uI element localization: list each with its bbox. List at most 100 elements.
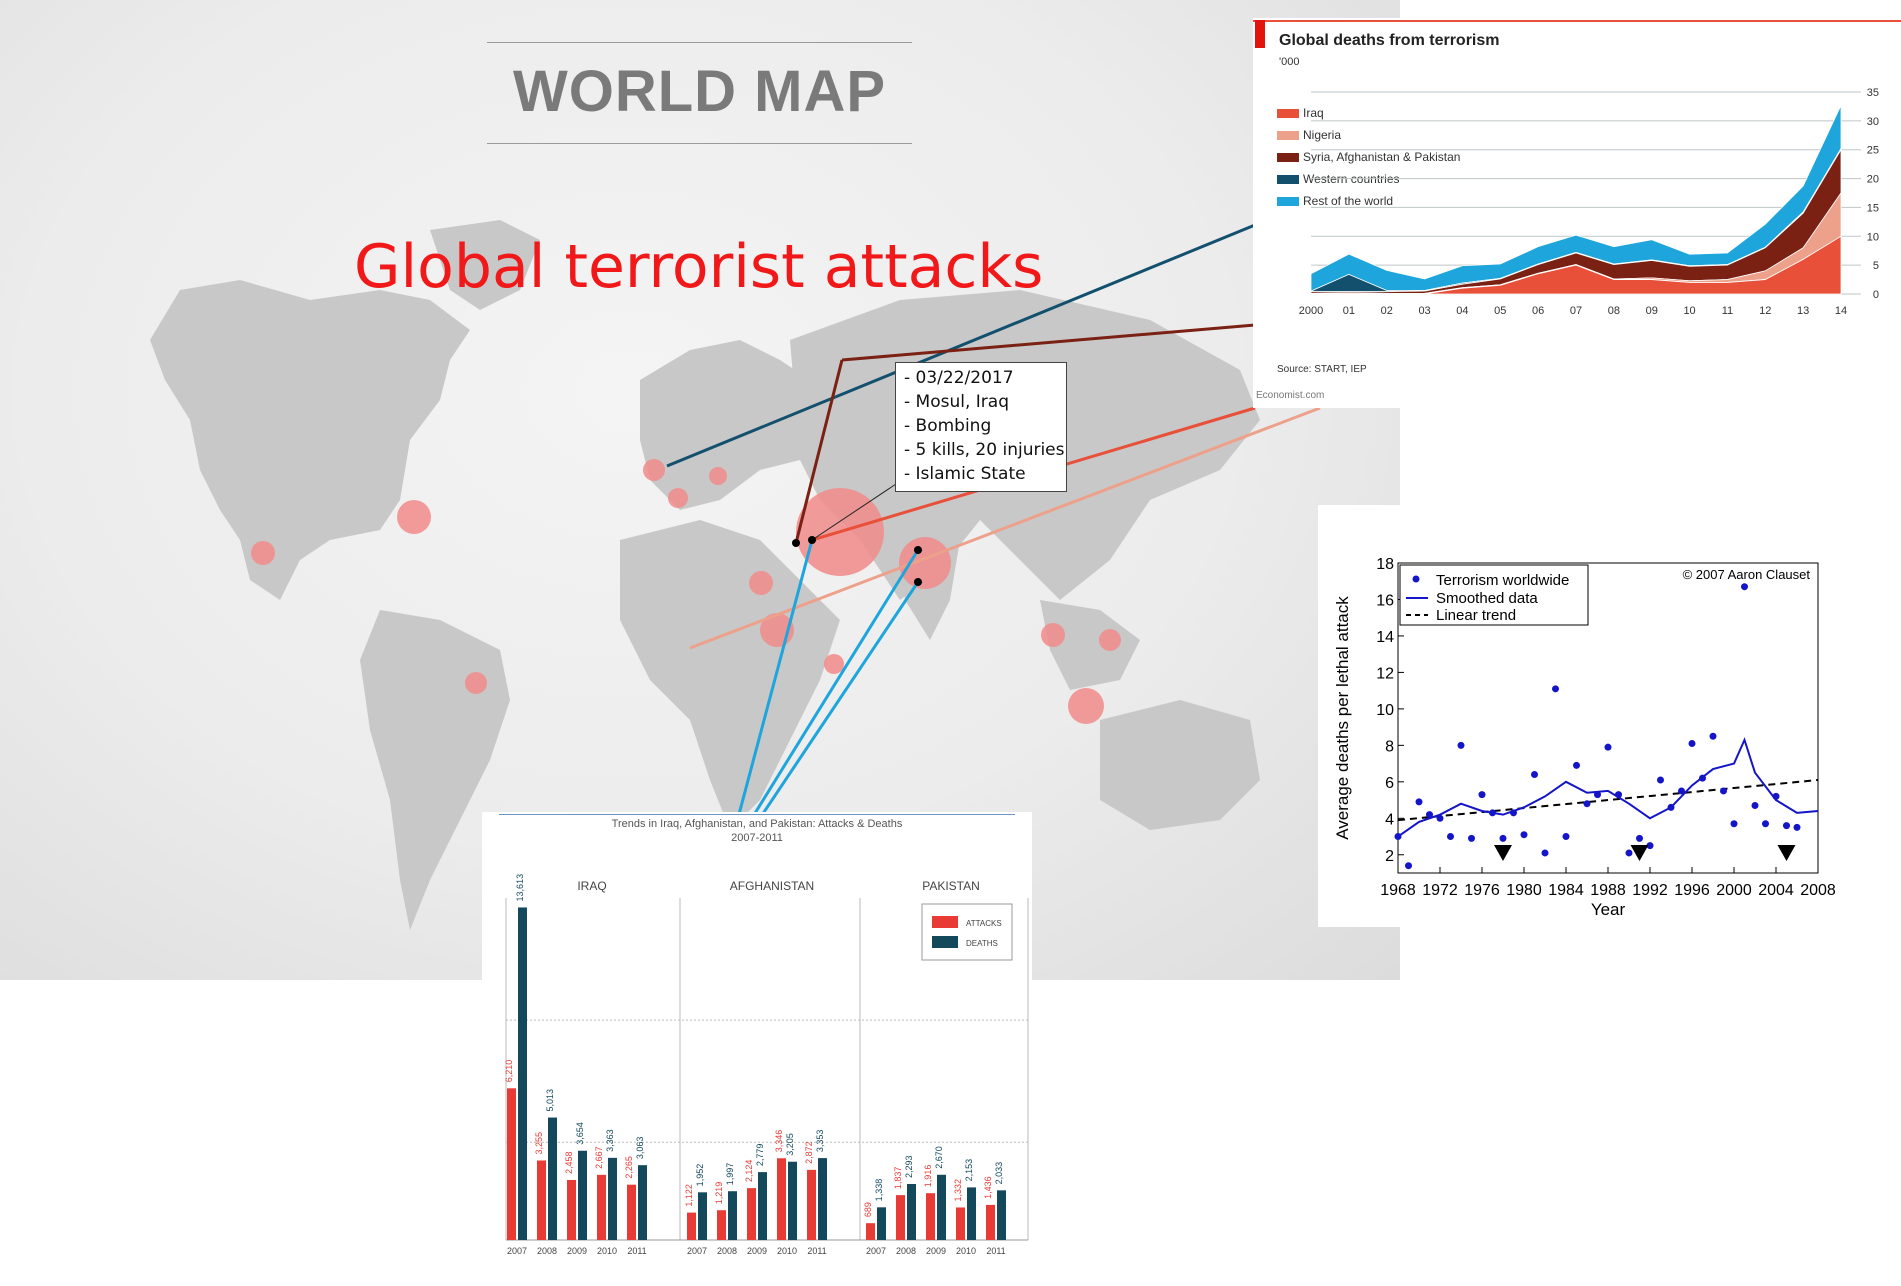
hotspot-pakistan bbox=[899, 537, 951, 589]
attack-value-label: 1,837 bbox=[893, 1167, 903, 1190]
y-tick-label: 6 bbox=[1385, 775, 1394, 792]
clauset-scatter-chart: 18 16 14 12 10 8 6 4 2 1968 1972 1976 1980 1984 1988 19… bbox=[1333, 556, 1836, 919]
y-tick-label: 5 bbox=[1873, 260, 1879, 272]
copyright-credit: © 2007 Aaron Clauset bbox=[1683, 567, 1811, 582]
attack-bar bbox=[777, 1158, 786, 1240]
attack-value-label: 1,436 bbox=[983, 1176, 993, 1199]
attack-value-label: 2,265 bbox=[624, 1156, 634, 1179]
data-point bbox=[1667, 803, 1675, 811]
attack-value-label: 2,872 bbox=[804, 1141, 814, 1164]
legend-label-deaths: DEATHS bbox=[966, 939, 998, 948]
death-bar bbox=[967, 1187, 976, 1240]
bar-chart: IRAQ6,21013,61320073,2555,01320082,4583,… bbox=[504, 874, 1029, 1256]
x-tick-label: 06 bbox=[1532, 305, 1544, 317]
attack-value-label: 1,332 bbox=[953, 1179, 963, 1202]
hotspot-kenya bbox=[824, 654, 844, 674]
y-tick-label: 2 bbox=[1385, 848, 1394, 865]
data-point bbox=[1688, 740, 1696, 748]
hotspot-thailand bbox=[1041, 623, 1065, 647]
attack-bar bbox=[537, 1160, 546, 1240]
attack-bar bbox=[717, 1210, 726, 1240]
data-point bbox=[1457, 741, 1465, 749]
data-point bbox=[1594, 791, 1601, 799]
death-bar bbox=[818, 1158, 827, 1240]
year-label: 2008 bbox=[717, 1246, 737, 1256]
legend-swatch-attacks bbox=[932, 916, 958, 928]
y-tick-label: 12 bbox=[1376, 665, 1394, 682]
data-point bbox=[1436, 814, 1444, 822]
x-axis-label: Year bbox=[1591, 900, 1626, 919]
bar-legend-box bbox=[921, 903, 1013, 961]
data-point bbox=[1520, 831, 1528, 839]
data-point bbox=[1405, 862, 1412, 870]
callout-line: - Mosul, Iraq bbox=[904, 392, 1009, 412]
year-label: 2008 bbox=[537, 1246, 557, 1256]
year-label: 2011 bbox=[986, 1246, 1005, 1256]
legend-swatch bbox=[1277, 153, 1299, 163]
hotspot-egypt bbox=[749, 571, 773, 595]
data-point bbox=[1657, 776, 1664, 784]
greenland bbox=[430, 220, 540, 310]
data-point bbox=[1699, 774, 1706, 782]
group-label: PAKISTAN bbox=[922, 879, 980, 893]
x-tick-label: 1972 bbox=[1422, 882, 1458, 899]
legend-item: Syria, Afghanistan & Pakistan bbox=[1277, 150, 1460, 164]
incident-callout: - 03/22/2017 - Mosul, Iraq - Bombing - 5… bbox=[895, 362, 1067, 492]
x-tick-label: 09 bbox=[1646, 305, 1658, 317]
data-point bbox=[1783, 822, 1790, 830]
attack-value-label: 1,122 bbox=[684, 1184, 694, 1207]
uk bbox=[640, 400, 665, 450]
death-value-label: 2,293 bbox=[904, 1155, 914, 1178]
x-tick-label: 12 bbox=[1759, 305, 1771, 317]
data-point bbox=[1552, 685, 1559, 693]
data-point bbox=[1730, 820, 1738, 828]
x-tick-label: 1968 bbox=[1380, 882, 1416, 899]
x-tick-label: 1996 bbox=[1674, 882, 1710, 899]
attack-value-label: 6,210 bbox=[504, 1060, 514, 1083]
x-tick-label: 13 bbox=[1797, 305, 1809, 317]
slide-title: WORLD MAP bbox=[512, 59, 887, 124]
x-tick-label: 2000 bbox=[1299, 305, 1323, 317]
death-bar bbox=[518, 907, 527, 1240]
data-point bbox=[1510, 809, 1517, 817]
economist-area-chart: 35 30 25 20 15 10 5 0 2000 01 02 03 04 05 06 07 08 09 10 11… bbox=[1299, 87, 1879, 317]
data-point bbox=[1489, 809, 1496, 817]
connector-syria-2 bbox=[841, 323, 1256, 362]
death-bar bbox=[937, 1174, 946, 1240]
legend-item: Nigeria bbox=[1277, 128, 1341, 142]
data-point bbox=[1573, 761, 1580, 769]
north-america bbox=[150, 280, 470, 600]
x-tick-label: 1992 bbox=[1632, 882, 1668, 899]
death-value-label: 3,205 bbox=[785, 1133, 795, 1156]
dot-mosul bbox=[792, 539, 800, 547]
death-bar bbox=[698, 1192, 707, 1240]
hotspot-mexico bbox=[251, 541, 275, 565]
data-point bbox=[1531, 771, 1538, 779]
attack-bar bbox=[926, 1193, 935, 1240]
x-tick-label: 08 bbox=[1608, 305, 1620, 317]
legend-swatch bbox=[1277, 109, 1299, 119]
clauset-chart-panel: 18 16 14 12 10 8 6 4 2 1968 1972 1976 1980 1984 1988 19… bbox=[1318, 505, 1838, 927]
data-point bbox=[1499, 834, 1507, 842]
hotspot-london bbox=[643, 459, 665, 481]
hotspot-philippines bbox=[1099, 629, 1121, 651]
year-label: 2011 bbox=[807, 1246, 826, 1256]
x-tick-label: 04 bbox=[1456, 305, 1468, 317]
y-axis-label: Average deaths per lethal attack bbox=[1333, 596, 1352, 840]
y-tick-label: 15 bbox=[1867, 202, 1879, 214]
group-label: AFGHANISTAN bbox=[730, 879, 814, 893]
y-tick-label: 10 bbox=[1376, 702, 1394, 719]
dot-afghanistan bbox=[914, 546, 922, 554]
attack-value-label: 1,219 bbox=[714, 1182, 724, 1205]
data-point bbox=[1468, 834, 1475, 842]
death-value-label: 1,997 bbox=[725, 1163, 735, 1186]
death-value-label: 3,363 bbox=[605, 1129, 615, 1152]
x-tick-label: 1984 bbox=[1548, 882, 1584, 899]
data-point bbox=[1541, 849, 1549, 857]
location-dots bbox=[792, 536, 922, 586]
panel-top-rule bbox=[1253, 20, 1901, 22]
callout-line: - Bombing bbox=[904, 416, 992, 436]
hotspot-indonesia bbox=[1068, 688, 1104, 724]
x-tick-label: 2004 bbox=[1758, 882, 1794, 899]
death-value-label: 2,033 bbox=[994, 1162, 1004, 1185]
